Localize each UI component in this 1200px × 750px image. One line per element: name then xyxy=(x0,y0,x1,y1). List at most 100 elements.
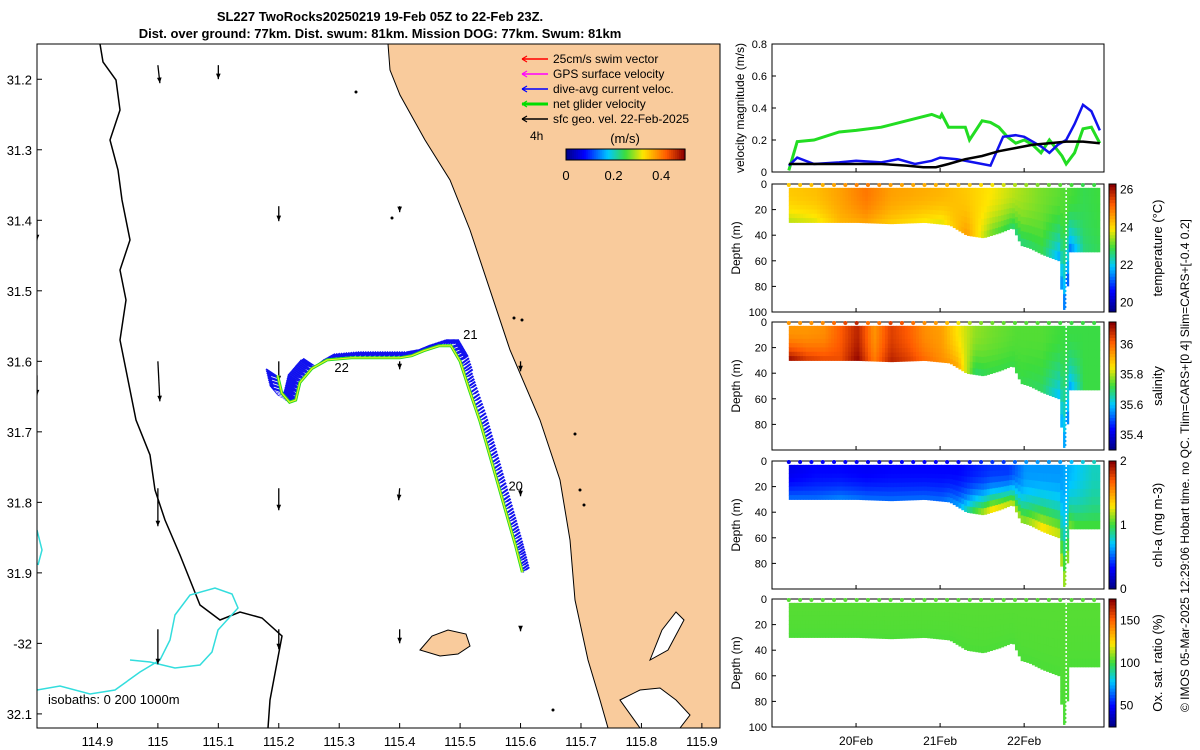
temperature-cell xyxy=(907,205,911,211)
salinity-cell xyxy=(842,356,846,361)
salinity-cell xyxy=(887,325,892,331)
oxygen-cbar-cell xyxy=(1109,666,1116,670)
temperature-cell xyxy=(1014,187,1019,195)
oxygen-cell xyxy=(1023,624,1027,633)
salinity-cell xyxy=(797,351,801,357)
chla-cell xyxy=(797,477,801,483)
chla-cell xyxy=(865,477,869,483)
chla-cell xyxy=(805,490,810,496)
oxygen-cell xyxy=(802,628,807,634)
salinity-cell xyxy=(788,356,793,361)
oxygen-cell xyxy=(873,607,877,613)
current-vector xyxy=(464,368,474,377)
chla-cell xyxy=(842,473,846,479)
oxygen-cell xyxy=(907,633,911,639)
oxygen-cell xyxy=(802,633,807,638)
temperature-cell xyxy=(811,200,815,206)
temperature-cell xyxy=(964,222,968,230)
salinity-cell xyxy=(975,325,979,333)
temperature-cell xyxy=(1006,219,1010,225)
oxygen-cell xyxy=(1082,658,1087,668)
oxygen-cell xyxy=(831,602,835,608)
map-x-tick-label: 115.2 xyxy=(263,734,295,749)
chla-cell xyxy=(969,494,974,502)
chla-cell xyxy=(924,490,928,496)
chla-cell xyxy=(1051,491,1056,501)
temperature-cell xyxy=(975,187,979,195)
temperature-cell xyxy=(893,192,897,198)
chla-cell xyxy=(910,482,914,488)
oxygen-cell xyxy=(845,611,849,617)
salinity-surface-dot xyxy=(820,321,825,325)
salinity-cell xyxy=(966,367,971,374)
temperature-cell xyxy=(865,187,869,193)
legend-time-label: 4h xyxy=(530,129,543,143)
temperature-cell xyxy=(932,192,937,198)
temperature-cell xyxy=(817,205,821,210)
temperature-cell xyxy=(879,201,883,207)
oxygen-cell xyxy=(811,602,815,608)
salinity-cbar-cell xyxy=(1109,443,1116,448)
temperature-surface-dot xyxy=(843,183,848,187)
oxygen-cell xyxy=(978,639,982,647)
salinity-cell xyxy=(904,330,909,336)
chla-cell xyxy=(1085,504,1089,514)
temperature-cell xyxy=(981,225,985,232)
salinity-cell xyxy=(998,354,1002,361)
temperature-cell xyxy=(1043,213,1047,223)
chla-cell xyxy=(1094,520,1098,530)
oxygen-cell xyxy=(884,607,889,613)
temperature-cell xyxy=(930,214,934,220)
oxygen-cell xyxy=(930,602,934,608)
oxygen-cell xyxy=(995,631,999,638)
salinity-cell xyxy=(822,334,827,340)
chla-cell xyxy=(918,490,923,496)
salinity-cell xyxy=(865,338,869,344)
chla-cell xyxy=(978,464,982,472)
salinity-cell xyxy=(848,334,852,340)
salinity-cell xyxy=(941,325,945,331)
chla-cell xyxy=(930,469,934,475)
oxygen-cell xyxy=(1051,647,1056,657)
oxygen-cell xyxy=(1023,610,1027,619)
temperature-cell xyxy=(932,205,937,211)
temperature-cell xyxy=(986,212,991,219)
oxygen-cell xyxy=(1063,678,1067,695)
oxygen-cell xyxy=(983,633,988,641)
oxygen-cell xyxy=(896,633,900,639)
temperature-cell xyxy=(1054,205,1058,216)
temperature-cell xyxy=(791,213,795,219)
colorbar-cell xyxy=(655,149,658,160)
salinity-cbar-cell xyxy=(1109,402,1116,406)
salinity-cell xyxy=(842,351,846,357)
salinity-cell xyxy=(913,343,917,349)
chla-cell xyxy=(1017,478,1022,486)
temperature-cell xyxy=(817,213,821,219)
temperature-cell xyxy=(884,219,889,224)
salinity-cell xyxy=(887,348,892,354)
oxygen-cbar-cell xyxy=(1109,698,1116,702)
chla-cell xyxy=(882,491,886,497)
oxygen-cell xyxy=(1054,665,1058,676)
chla-cell xyxy=(975,470,979,478)
salinity-cell xyxy=(930,334,934,340)
oxygen-cell xyxy=(1023,617,1027,626)
chla-cell xyxy=(791,495,795,500)
temperature-cell xyxy=(890,210,894,216)
salinity-cell xyxy=(947,344,951,350)
oxygen-cell xyxy=(927,633,931,639)
salinity-cell xyxy=(1003,336,1008,343)
salinity-cell xyxy=(1088,365,1092,375)
salinity-cell xyxy=(949,344,954,351)
oxygen-cbar-cell xyxy=(1109,611,1116,616)
salinity-cell xyxy=(1012,330,1016,337)
velocity-series-0 xyxy=(787,111,1102,171)
chla-cell xyxy=(839,486,844,492)
salinity-cell xyxy=(941,357,945,363)
temperature-cell xyxy=(904,218,909,224)
oxygen-cell xyxy=(1040,619,1044,629)
chla-cell xyxy=(983,471,988,478)
salinity-cell xyxy=(896,356,900,362)
chla-cell xyxy=(884,478,889,484)
temperature-cell xyxy=(927,192,931,198)
